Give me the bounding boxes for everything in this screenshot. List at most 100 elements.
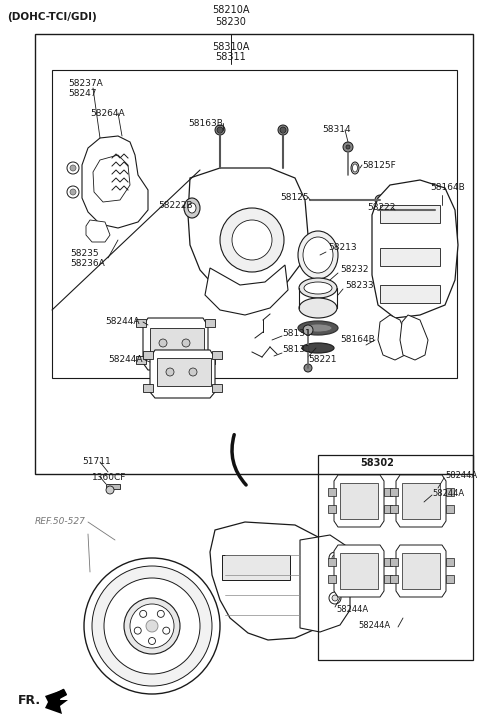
Text: 58222B: 58222B (158, 200, 192, 210)
Ellipse shape (352, 164, 358, 172)
Ellipse shape (351, 162, 359, 174)
Polygon shape (334, 475, 384, 527)
Bar (380, 285, 440, 303)
Circle shape (140, 610, 147, 617)
Bar (390, 488, 398, 496)
Circle shape (215, 125, 225, 135)
Circle shape (92, 566, 212, 686)
Circle shape (166, 368, 174, 376)
Bar (446, 488, 454, 496)
Text: 58244A: 58244A (105, 317, 140, 326)
Bar (35, 34, 473, 474)
Circle shape (182, 339, 190, 347)
Circle shape (163, 627, 170, 634)
Circle shape (130, 604, 174, 648)
Text: 1360CF: 1360CF (92, 473, 126, 481)
Circle shape (343, 142, 353, 152)
Text: 58232: 58232 (340, 266, 369, 274)
Circle shape (146, 620, 158, 632)
Text: (DOHC-TCI/GDI): (DOHC-TCI/GDI) (7, 12, 97, 22)
Circle shape (159, 339, 167, 347)
Bar (384, 505, 392, 513)
Text: 58244A: 58244A (358, 621, 390, 631)
Circle shape (278, 125, 288, 135)
Bar (340, 483, 378, 519)
Circle shape (303, 325, 313, 335)
Polygon shape (45, 690, 68, 714)
Bar (384, 575, 392, 583)
Bar (106, 484, 120, 489)
Bar (390, 558, 398, 566)
Polygon shape (93, 155, 130, 202)
Bar (52, 70, 457, 378)
Circle shape (157, 610, 164, 617)
Bar (212, 351, 222, 359)
Bar (150, 328, 204, 358)
Circle shape (70, 189, 76, 195)
Circle shape (375, 195, 385, 205)
Circle shape (374, 206, 382, 214)
Text: 58131: 58131 (282, 329, 311, 337)
Text: 51711: 51711 (82, 458, 111, 467)
Ellipse shape (299, 278, 337, 298)
Bar (328, 558, 336, 566)
Circle shape (329, 552, 341, 564)
Ellipse shape (298, 321, 338, 335)
Bar (384, 558, 392, 566)
Circle shape (67, 162, 79, 174)
Circle shape (67, 186, 79, 198)
Text: 58131: 58131 (282, 346, 311, 354)
Bar (157, 358, 211, 386)
Polygon shape (188, 168, 308, 298)
Text: 58264A: 58264A (90, 109, 125, 117)
Bar (143, 384, 153, 392)
Circle shape (332, 595, 338, 601)
Polygon shape (372, 180, 458, 318)
Bar (402, 483, 440, 519)
FancyArrow shape (48, 690, 66, 702)
Bar (328, 575, 336, 583)
Text: 58125F: 58125F (362, 160, 396, 170)
Circle shape (329, 592, 341, 604)
Text: 58222: 58222 (367, 203, 396, 211)
Bar (328, 488, 336, 496)
Bar (328, 505, 336, 513)
Ellipse shape (304, 324, 332, 332)
Text: 58302: 58302 (360, 458, 394, 468)
Text: 58210A: 58210A (212, 5, 250, 15)
Polygon shape (334, 545, 384, 597)
Bar (446, 505, 454, 513)
Ellipse shape (299, 298, 337, 318)
Bar (205, 356, 215, 364)
Ellipse shape (184, 198, 200, 218)
Text: 58310A: 58310A (212, 42, 250, 52)
Circle shape (217, 127, 223, 133)
Text: 58164B: 58164B (430, 183, 465, 193)
Ellipse shape (298, 231, 338, 279)
Polygon shape (396, 475, 446, 527)
Bar (136, 319, 146, 327)
Circle shape (106, 486, 114, 494)
Circle shape (134, 627, 141, 634)
Bar (136, 356, 146, 364)
Text: 58125: 58125 (280, 193, 309, 201)
Circle shape (124, 598, 180, 654)
Circle shape (84, 558, 220, 694)
Text: 58237A: 58237A (68, 79, 103, 87)
Bar (318, 455, 473, 660)
Bar (446, 575, 454, 583)
Polygon shape (378, 315, 408, 360)
Polygon shape (205, 265, 288, 315)
Polygon shape (143, 318, 208, 370)
Circle shape (189, 368, 197, 376)
Bar (380, 248, 440, 266)
Text: 58314: 58314 (322, 125, 350, 135)
Bar (143, 351, 153, 359)
Circle shape (232, 220, 272, 260)
Text: 58221: 58221 (308, 356, 336, 364)
Bar (390, 575, 398, 583)
Circle shape (104, 578, 200, 674)
Circle shape (346, 145, 350, 149)
Ellipse shape (188, 203, 196, 213)
Text: 58163B: 58163B (188, 119, 223, 127)
